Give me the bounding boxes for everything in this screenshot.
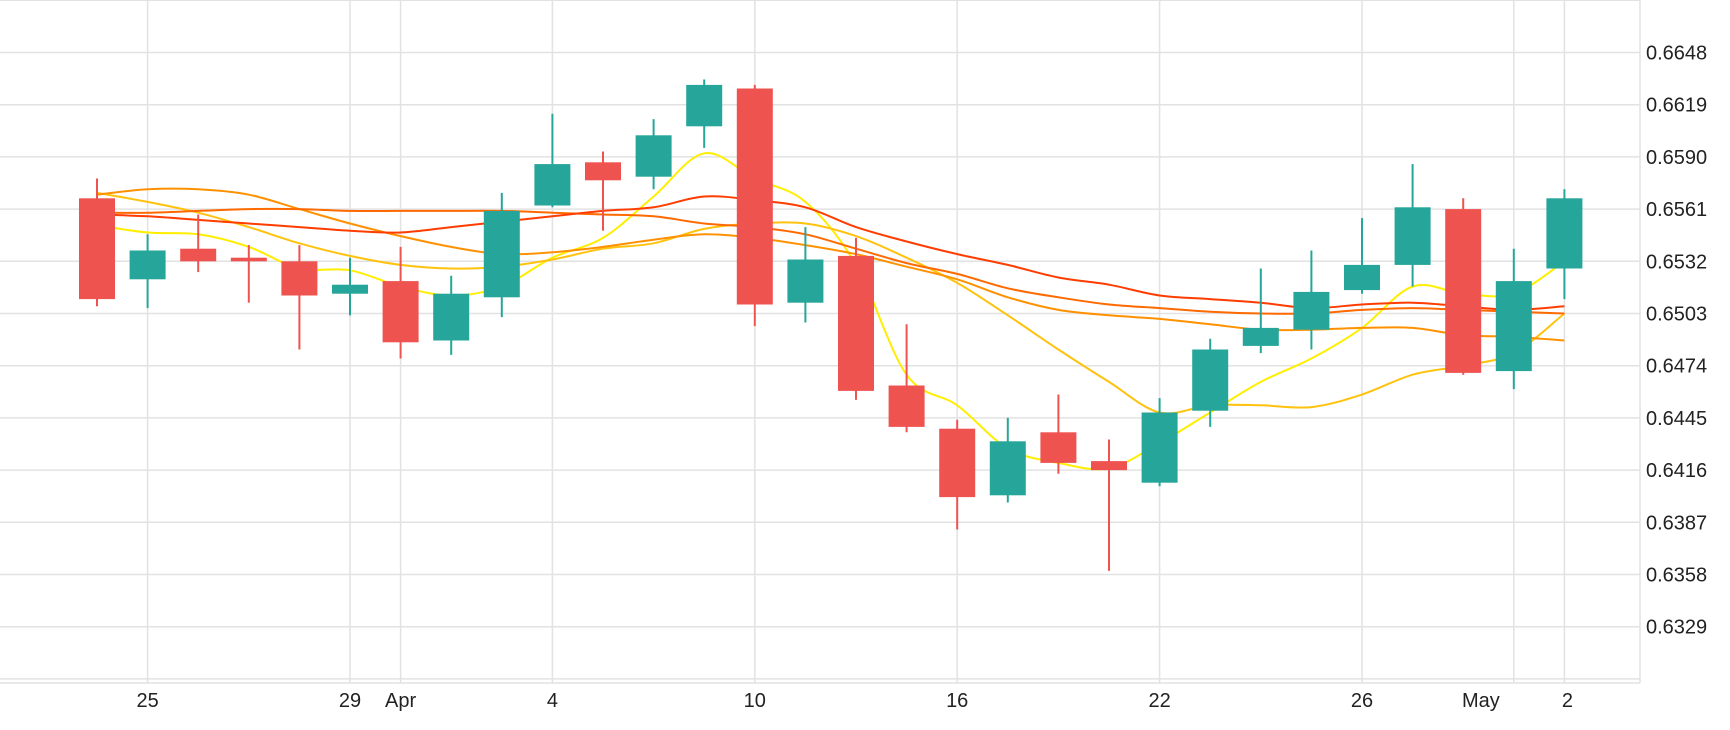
candle-body — [1242, 327, 1279, 346]
candle — [79, 178, 115, 307]
x-tick-label: 4 — [547, 690, 558, 712]
x-tick-label: Apr — [385, 690, 416, 712]
candle — [989, 417, 1026, 503]
candle — [1192, 338, 1229, 427]
y-tick-label: 0.6532 — [1646, 251, 1707, 273]
y-tick-label: 0.6648 — [1646, 43, 1707, 65]
candle — [736, 84, 773, 327]
candle — [433, 275, 470, 355]
x-tick-label: 2 — [1562, 690, 1573, 712]
candle — [1495, 248, 1532, 390]
candle — [585, 151, 621, 231]
y-tick-label: 0.6416 — [1646, 460, 1707, 482]
x-tick-label: 10 — [744, 690, 766, 712]
candle-body — [1394, 207, 1431, 265]
candle — [1394, 164, 1431, 287]
candle-body — [483, 210, 520, 298]
candle — [1344, 218, 1380, 294]
candle-body — [1040, 432, 1077, 463]
candle — [281, 245, 318, 350]
candles-layer — [79, 79, 1583, 571]
candle-body — [433, 293, 470, 341]
candle — [1546, 189, 1583, 300]
candle — [483, 192, 520, 318]
candle-body — [79, 198, 115, 300]
y-tick-label: 0.6561 — [1646, 199, 1707, 221]
x-tick-label: 25 — [136, 690, 158, 712]
x-tick-label: 22 — [1148, 690, 1170, 712]
candle — [129, 234, 166, 309]
candle-body — [534, 164, 571, 206]
candle — [1445, 198, 1482, 375]
moving-average-line-2 — [96, 191, 1566, 415]
candle — [1091, 439, 1127, 571]
candle-body — [939, 428, 976, 498]
candle-body — [1293, 291, 1330, 330]
candle-body — [686, 84, 723, 127]
moving-average-lines — [96, 152, 1566, 471]
candle-body — [281, 261, 318, 296]
candle — [180, 214, 217, 273]
candle-body — [1495, 281, 1532, 372]
x-tick-label: 29 — [339, 690, 361, 712]
candle-body — [180, 248, 217, 262]
candle — [332, 257, 368, 316]
grid-layer — [0, 0, 1641, 684]
y-tick-label: 0.6387 — [1646, 512, 1707, 534]
candle — [686, 79, 723, 148]
candle-body — [736, 88, 773, 305]
candle — [1293, 250, 1330, 350]
candle-body — [888, 385, 925, 427]
candle-body — [1192, 349, 1229, 411]
candle-body — [585, 162, 621, 181]
y-tick-label: 0.6474 — [1646, 356, 1707, 378]
y-tick-label: 0.6445 — [1646, 408, 1707, 430]
candle — [534, 113, 571, 208]
x-tick-label: 16 — [946, 690, 968, 712]
y-tick-label: 0.6358 — [1646, 565, 1707, 587]
candle-body — [129, 250, 166, 280]
candle — [1141, 398, 1178, 487]
candle — [635, 119, 672, 190]
candle — [1040, 394, 1077, 474]
candle-body — [838, 255, 874, 391]
candle — [230, 245, 267, 303]
candle-body — [1344, 264, 1380, 291]
candle — [888, 324, 925, 433]
y-tick-label: 0.6590 — [1646, 147, 1707, 169]
y-tick-label: 0.6503 — [1646, 304, 1707, 326]
candle — [1242, 268, 1279, 354]
candle — [838, 237, 874, 400]
candle-body — [1091, 461, 1127, 471]
candle-body — [1445, 209, 1482, 373]
x-tick-label: May — [1462, 690, 1500, 712]
candle — [382, 246, 419, 359]
candle — [939, 419, 976, 530]
candle-body — [1546, 198, 1583, 269]
candle-body — [989, 441, 1026, 496]
candle — [787, 227, 824, 323]
y-tick-label: 0.6619 — [1646, 95, 1707, 117]
candle-body — [635, 135, 672, 177]
candle-body — [787, 259, 824, 303]
x-tick-label: 26 — [1351, 690, 1373, 712]
candle-body — [382, 281, 419, 343]
candle-body — [1141, 412, 1178, 483]
axis-labels-layer: 0.6648 0.6619 0.6590 0.6561 0.6532 0.6503 0.64… — [136, 43, 1707, 713]
candle-body — [230, 257, 267, 262]
y-tick-label: 0.6329 — [1646, 617, 1707, 639]
candle-body — [332, 284, 368, 294]
